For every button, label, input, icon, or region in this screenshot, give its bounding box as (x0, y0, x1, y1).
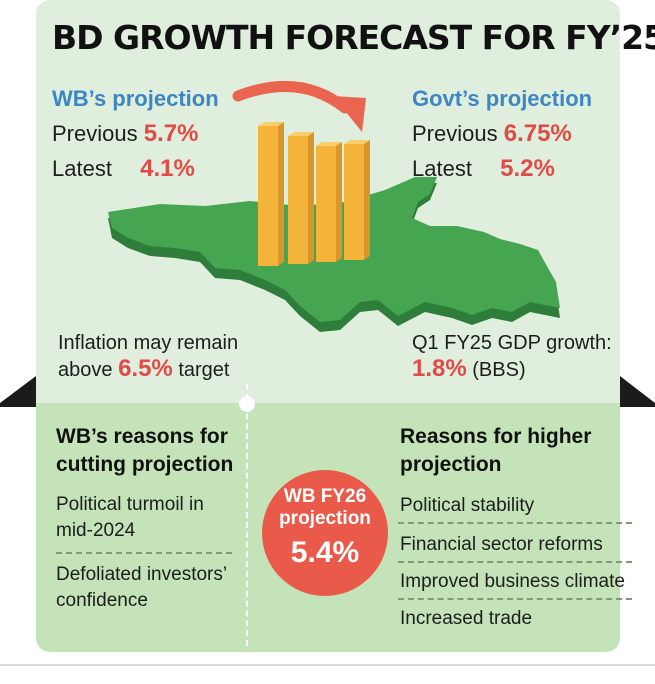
footer-rule (0, 664, 655, 666)
separator (56, 552, 232, 554)
badge-line1: WB FY26 (283, 486, 367, 507)
wb-previous-label: Previous (52, 121, 138, 146)
govt-previous-row: Previous 6.75% (412, 120, 572, 148)
higher-reasons-heading-line2: projection (400, 453, 502, 476)
higher-reason-item: Improved business climate (400, 571, 625, 592)
divider-knob (239, 396, 255, 412)
wb-latest-label: Latest (52, 156, 112, 181)
page-title: BD GROWTH FORECAST FOR FY’25 (52, 18, 655, 57)
govt-latest-label: Latest (412, 156, 472, 181)
wb-reasons-heading: WB’s reasons for cutting projection (56, 423, 233, 479)
wb-reason-item: Political turmoil in mid-2024 (56, 492, 204, 544)
higher-reason-item: Increased trade (400, 608, 533, 629)
higher-reason-item: Political stability (400, 495, 535, 516)
left-corner-tab (0, 376, 36, 403)
wb-projection-heading: WB’s projection (52, 86, 219, 111)
wb-reason-item: Defoliated investors’ confidence (56, 562, 227, 614)
right-corner-tab-base (620, 403, 655, 407)
govt-latest-row: Latest 5.2% (412, 155, 555, 183)
inflation-prefix: above (58, 359, 113, 381)
wb-reason-2-line2: confidence (56, 590, 148, 611)
wb-reason-2-line1: Defoliated investors’ (56, 564, 228, 585)
govt-previous-value: 6.75% (503, 120, 572, 147)
inflation-line1: Inflation may remain (58, 332, 239, 354)
inflation-value: 6.5% (118, 355, 173, 382)
wb-reasons-heading-line2: cutting projection (56, 453, 234, 476)
declining-bars-illustration (258, 122, 370, 266)
center-divider (246, 384, 248, 646)
separator (398, 561, 632, 563)
gdp-note: Q1 FY25 GDP growth: 1.8% (BBS) (412, 330, 612, 383)
right-corner-tab (620, 376, 655, 403)
separator (398, 598, 632, 600)
govt-previous-label: Previous (412, 121, 498, 146)
inflation-note: Inflation may remain above 6.5% target (58, 330, 238, 383)
wb-fy26-badge: WB FY26 projection 5.4% (262, 470, 388, 596)
gdp-line1: Q1 FY25 GDP growth: (412, 332, 612, 354)
wb-latest-value: 4.1% (140, 155, 195, 182)
higher-reasons-heading: Reasons for higher projection (400, 423, 591, 479)
badge-line2: projection (279, 508, 371, 529)
wb-latest-row: Latest 4.1% (52, 155, 195, 183)
inflation-line2: above 6.5% target (58, 356, 238, 383)
wb-previous-row: Previous 5.7% (52, 120, 198, 148)
inflation-suffix: target (178, 359, 230, 381)
wb-reason-1-line1: Political turmoil in (56, 494, 204, 515)
curved-arrow-icon (232, 80, 351, 114)
govt-latest-value: 5.2% (500, 155, 555, 182)
higher-reason-item: Financial sector reforms (400, 534, 603, 555)
gdp-value: 1.8% (412, 355, 467, 382)
gdp-line2: 1.8% (BBS) (412, 356, 612, 383)
wb-reason-1-line2: mid-2024 (56, 520, 136, 541)
gdp-source: (BBS) (472, 359, 526, 381)
badge-value: 5.4% (290, 536, 360, 569)
govt-projection-heading: Govt’s projection (412, 86, 593, 111)
higher-reasons-heading-line1: Reasons for higher (400, 425, 592, 448)
left-corner-tab-base (0, 403, 36, 407)
wb-previous-value: 5.7% (143, 120, 199, 147)
separator (398, 522, 632, 524)
wb-reasons-heading-line1: WB’s reasons for (56, 425, 228, 448)
